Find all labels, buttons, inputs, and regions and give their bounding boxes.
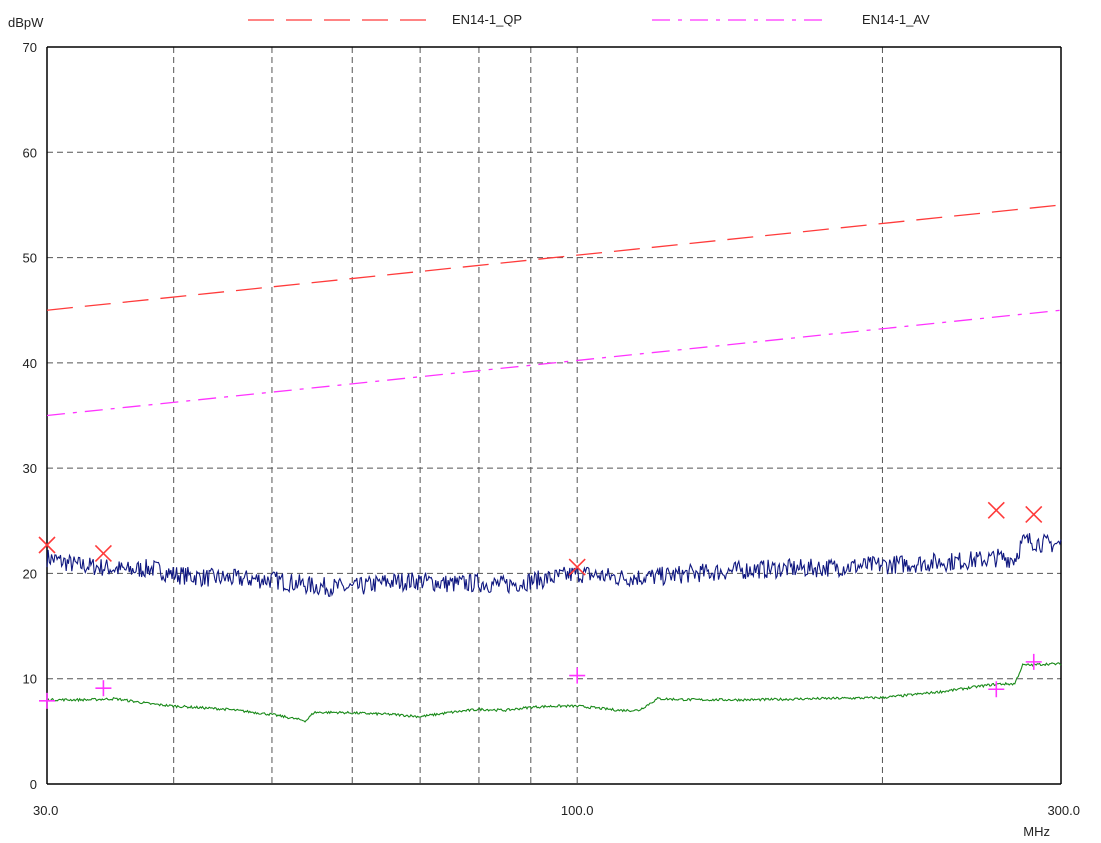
y-tick-label: 0 xyxy=(30,777,37,792)
limit-lines xyxy=(46,204,1062,417)
markers xyxy=(38,501,1043,709)
series-trace-1 xyxy=(46,662,1062,723)
y-tick-label: 70 xyxy=(23,40,37,55)
legend: EN14-1_QP EN14-1_AV xyxy=(248,12,930,27)
peak-marker-x xyxy=(568,558,586,576)
tick-labels: 0 10 20 30 40 50 60 70 30.0 100.0 300.0 xyxy=(23,40,1080,818)
peak-marker-plus xyxy=(988,681,1005,698)
y-axis-label: dBpW xyxy=(8,15,44,30)
peak-marker-plus xyxy=(95,680,112,697)
marker-stroke xyxy=(568,558,586,576)
limit-line-EN14-1_AV xyxy=(46,309,1062,417)
y-tick-label: 60 xyxy=(23,145,37,160)
marker-stroke xyxy=(38,536,56,554)
marker-stroke xyxy=(94,544,112,562)
legend-label: EN14-1_QP xyxy=(452,12,522,27)
x-tick-label: 30.0 xyxy=(33,803,58,818)
y-tick-label: 40 xyxy=(23,356,37,371)
marker-stroke xyxy=(987,501,1005,519)
y-tick-label: 50 xyxy=(23,251,37,266)
peak-marker-plus xyxy=(39,692,55,709)
marker-stroke xyxy=(1025,505,1043,524)
x-tick-label: 300.0 xyxy=(1047,803,1080,818)
peak-marker-plus xyxy=(1025,653,1042,670)
peak-marker-x xyxy=(1025,505,1043,524)
limit-line-EN14-1_QP xyxy=(46,204,1062,311)
x-tick-label: 100.0 xyxy=(561,803,594,818)
y-tick-label: 10 xyxy=(23,672,37,687)
y-tick-label: 30 xyxy=(23,461,37,476)
series xyxy=(46,533,1062,723)
peak-marker-x xyxy=(38,536,56,554)
y-tick-label: 20 xyxy=(23,566,37,581)
peak-marker-x xyxy=(94,544,112,562)
series-trace-0 xyxy=(46,533,1062,597)
peak-marker-plus xyxy=(569,667,586,684)
peak-marker-x xyxy=(987,501,1005,519)
legend-label: EN14-1_AV xyxy=(862,12,930,27)
x-axis-label: MHz xyxy=(1023,824,1050,839)
